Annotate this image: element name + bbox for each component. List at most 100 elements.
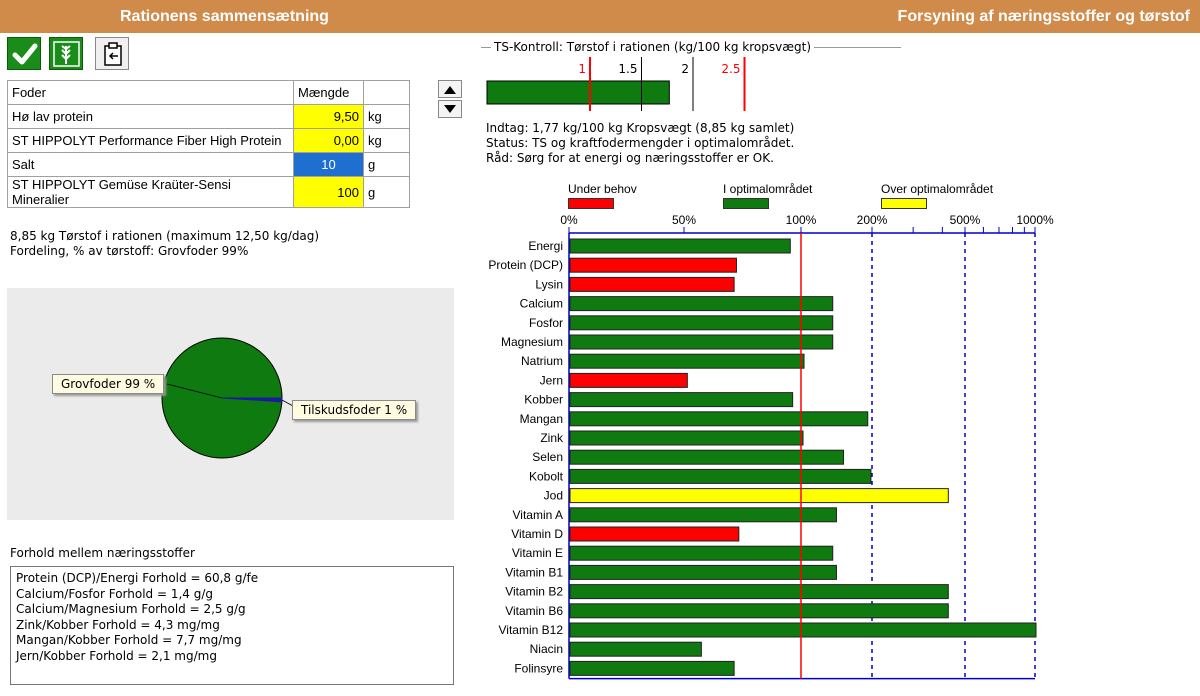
bar-selen xyxy=(569,449,845,465)
pie-chart-panel: Grovfoder 99 % Tilskudsfoder 1 % xyxy=(7,288,454,520)
legend-optimal-swatch xyxy=(723,198,769,209)
ratios-box: Protein (DCP)/Energi Forhold = 60,8 g/fe… xyxy=(10,566,454,685)
bar-natrium xyxy=(569,353,805,369)
ratios-title: Forhold mellem næringsstoffer xyxy=(10,546,195,560)
pie-leader-line xyxy=(166,383,223,399)
ts-mark-label: 1 xyxy=(578,62,586,76)
category-label: Selen xyxy=(532,450,563,464)
bar-mangan xyxy=(569,411,869,427)
dry-matter-summary: 8,85 kg Tørstof i rationen (maximum 12,5… xyxy=(10,229,320,243)
category-label: Folinsyre xyxy=(514,661,563,675)
x-tick-label: 200% xyxy=(857,213,888,227)
x-tick-label: 0% xyxy=(560,213,578,227)
bar-protein-dcp xyxy=(569,257,737,273)
pie-label-grovfoder: Grovfoder 99 % xyxy=(52,374,165,394)
triangle-up-icon xyxy=(444,86,456,94)
feed-name: ST HIPPOLYT Performance Fiber High Prote… xyxy=(7,128,294,153)
bar-folinsyre xyxy=(569,660,735,676)
category-label: Vitamin D xyxy=(511,527,563,541)
export-button[interactable] xyxy=(95,37,129,70)
category-label: Vitamin B6 xyxy=(505,604,563,618)
ts-mark-label: 2.5 xyxy=(721,62,740,76)
feed-name: Hø lav protein xyxy=(7,104,294,129)
feed-name: Salt xyxy=(7,152,294,177)
legend-optimal-label: I optimalområdet xyxy=(723,182,813,196)
ratio-line: Mangan/Kobber Forhold = 7,7 mg/mg xyxy=(16,633,242,648)
amount-input[interactable]: 10 xyxy=(293,152,364,177)
triangle-down-icon xyxy=(444,105,456,113)
x-tick-label: 50% xyxy=(672,213,696,227)
bar-vitamin-a xyxy=(569,507,837,523)
ts-mark-label: 2 xyxy=(681,62,689,76)
ts-control: TS-Kontroll: Tørstof i rationen (kg/100 … xyxy=(481,40,901,167)
table-row[interactable]: ST HIPPOLYT Performance Fiber High Prote… xyxy=(7,128,410,153)
left-title: Rationens sammensætning xyxy=(120,8,329,25)
category-label: Kobber xyxy=(524,393,563,407)
bar-calcium xyxy=(569,296,834,312)
ts-gauge: 1 1.5 2 2.5 xyxy=(486,57,746,111)
bar-vitamin-b12 xyxy=(569,622,1037,638)
bar-fosfor xyxy=(569,315,834,331)
unit-label: g xyxy=(363,176,410,208)
bar-vitamin-b1 xyxy=(569,564,837,580)
amount-input[interactable]: 0,00 xyxy=(293,128,364,153)
move-up-button[interactable] xyxy=(438,80,462,98)
category-label: Energi xyxy=(528,239,563,253)
unit-label: kg xyxy=(363,104,410,129)
feed-button[interactable] xyxy=(49,37,83,70)
category-label: Vitamin E xyxy=(512,546,563,560)
x-tick-label: 1000% xyxy=(1016,213,1054,227)
ratio-line: Calcium/Magnesium Forhold = 2,5 g/g xyxy=(16,602,246,617)
category-label: Magnesium xyxy=(501,335,563,349)
checkmark-icon xyxy=(12,43,38,65)
bar-kobber xyxy=(569,392,794,408)
bar-jern xyxy=(569,372,688,388)
category-label: Natrium xyxy=(521,354,563,368)
nutrient-bar-chart: 0% 50% 100% 200% 500% 1000% Energi Protein (DCP… xyxy=(488,213,1054,680)
ts-status: Status: TS og kraftfodermengder i optima… xyxy=(486,136,795,150)
bar-energi xyxy=(569,238,791,254)
table-header: Foder Mængde xyxy=(7,80,410,105)
ratio-line: Protein (DCP)/Energi Forhold = 60,8 g/fe xyxy=(16,571,259,585)
bar-vitamin-d xyxy=(569,526,740,542)
category-label: Vitamin B12 xyxy=(499,623,564,637)
category-label: Jod xyxy=(544,489,563,503)
legend-under-label: Under behov xyxy=(568,182,637,196)
bar-zink xyxy=(569,430,804,446)
ts-value-bar xyxy=(486,80,670,105)
category-label: Vitamin A xyxy=(513,508,563,522)
ratio-line: Zink/Kobber Forhold = 4,3 mg/mg xyxy=(16,617,220,632)
amount-input[interactable]: 100 xyxy=(293,176,364,208)
table-row[interactable]: Salt 10 g xyxy=(7,152,410,177)
move-down-button[interactable] xyxy=(438,100,462,118)
unit-label: kg xyxy=(363,128,410,153)
feed-name: ST HIPPOLYT Gemüse Kraüter-Sensi Mineral… xyxy=(7,176,294,208)
ts-mark-label: 1.5 xyxy=(618,62,637,76)
unit-label: g xyxy=(363,152,410,177)
pie-label-tilskudsfoder: Tilskudsfoder 1 % xyxy=(292,400,417,420)
feed-table: Foder Mængde Hø lav protein 9,50 kg ST H… xyxy=(7,80,410,208)
bar-vitamin-e xyxy=(569,545,834,561)
category-label: Jern xyxy=(540,373,563,387)
title-bar: Rationens sammensætning Forsyning af nær… xyxy=(0,0,1200,33)
category-label: Mangan xyxy=(520,412,563,426)
col-header-amount: Mængde xyxy=(293,80,364,105)
ratio-line: Jern/Kobber Forhold = 2,1 mg/mg xyxy=(16,648,217,663)
ts-advice: Råd: Sørg for at energi og næringsstoffe… xyxy=(486,151,774,165)
clipboard-icon xyxy=(104,42,122,66)
accept-button[interactable] xyxy=(7,37,41,70)
ts-intake: Indtag: 1,77 kg/100 kg Kropsvægt (8,85 k… xyxy=(486,121,795,135)
category-label: Calcium xyxy=(520,297,563,311)
table-row[interactable]: Hø lav protein 9,50 kg xyxy=(7,104,410,129)
amount-input[interactable]: 9,50 xyxy=(293,104,364,129)
bar-jod xyxy=(569,488,949,504)
category-label: Niacin xyxy=(530,642,563,656)
col-header-unit xyxy=(363,80,410,105)
category-label: Vitamin B1 xyxy=(505,565,563,579)
bar-vitamin-b6 xyxy=(569,603,949,619)
bar-lysin xyxy=(569,276,735,292)
category-label: Lysin xyxy=(535,277,563,291)
table-row[interactable]: ST HIPPOLYT Gemüse Kraüter-Sensi Mineral… xyxy=(7,176,410,208)
col-header-feed: Foder xyxy=(7,80,294,105)
bar-niacin xyxy=(569,641,702,657)
